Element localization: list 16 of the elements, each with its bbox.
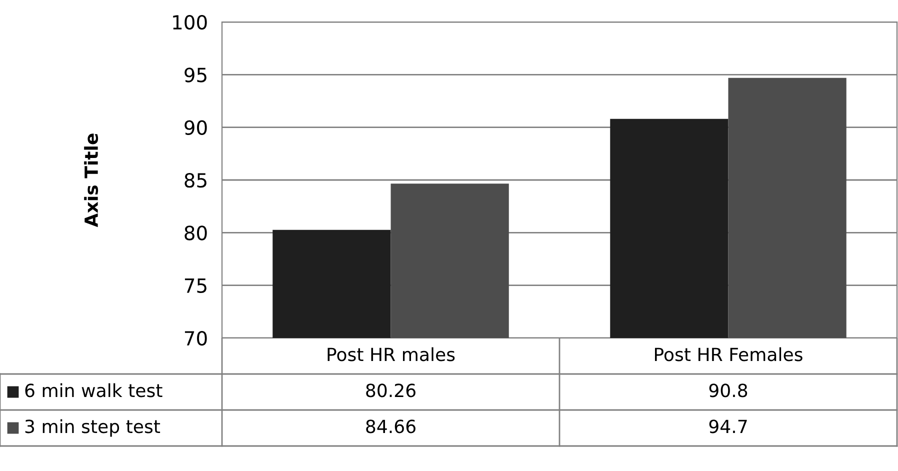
y-axis-title: Axis Title [84, 134, 98, 228]
x-tick-label: Post HR males [328, 347, 455, 362]
data-label: 80.26 [366, 384, 416, 398]
y-tick-label: 75 [184, 278, 206, 293]
legend-label: 6 min walk test [25, 383, 162, 398]
y-tick-label: 80 [184, 226, 207, 240]
y-tick-label: 100 [173, 14, 207, 30]
data-label: 90.8 [709, 384, 748, 398]
data-label: 94.7 [709, 420, 747, 434]
y-tick-label: 95 [184, 68, 206, 82]
legend-label: 3 min step test [25, 419, 160, 437]
y-tick-label: 70 [184, 330, 207, 346]
y-tick-label: 85 [184, 172, 206, 188]
data-label: 84.66 [366, 420, 416, 434]
y-tick-label: 90 [184, 120, 207, 135]
x-tick-label: Post HR Females [654, 347, 802, 362]
